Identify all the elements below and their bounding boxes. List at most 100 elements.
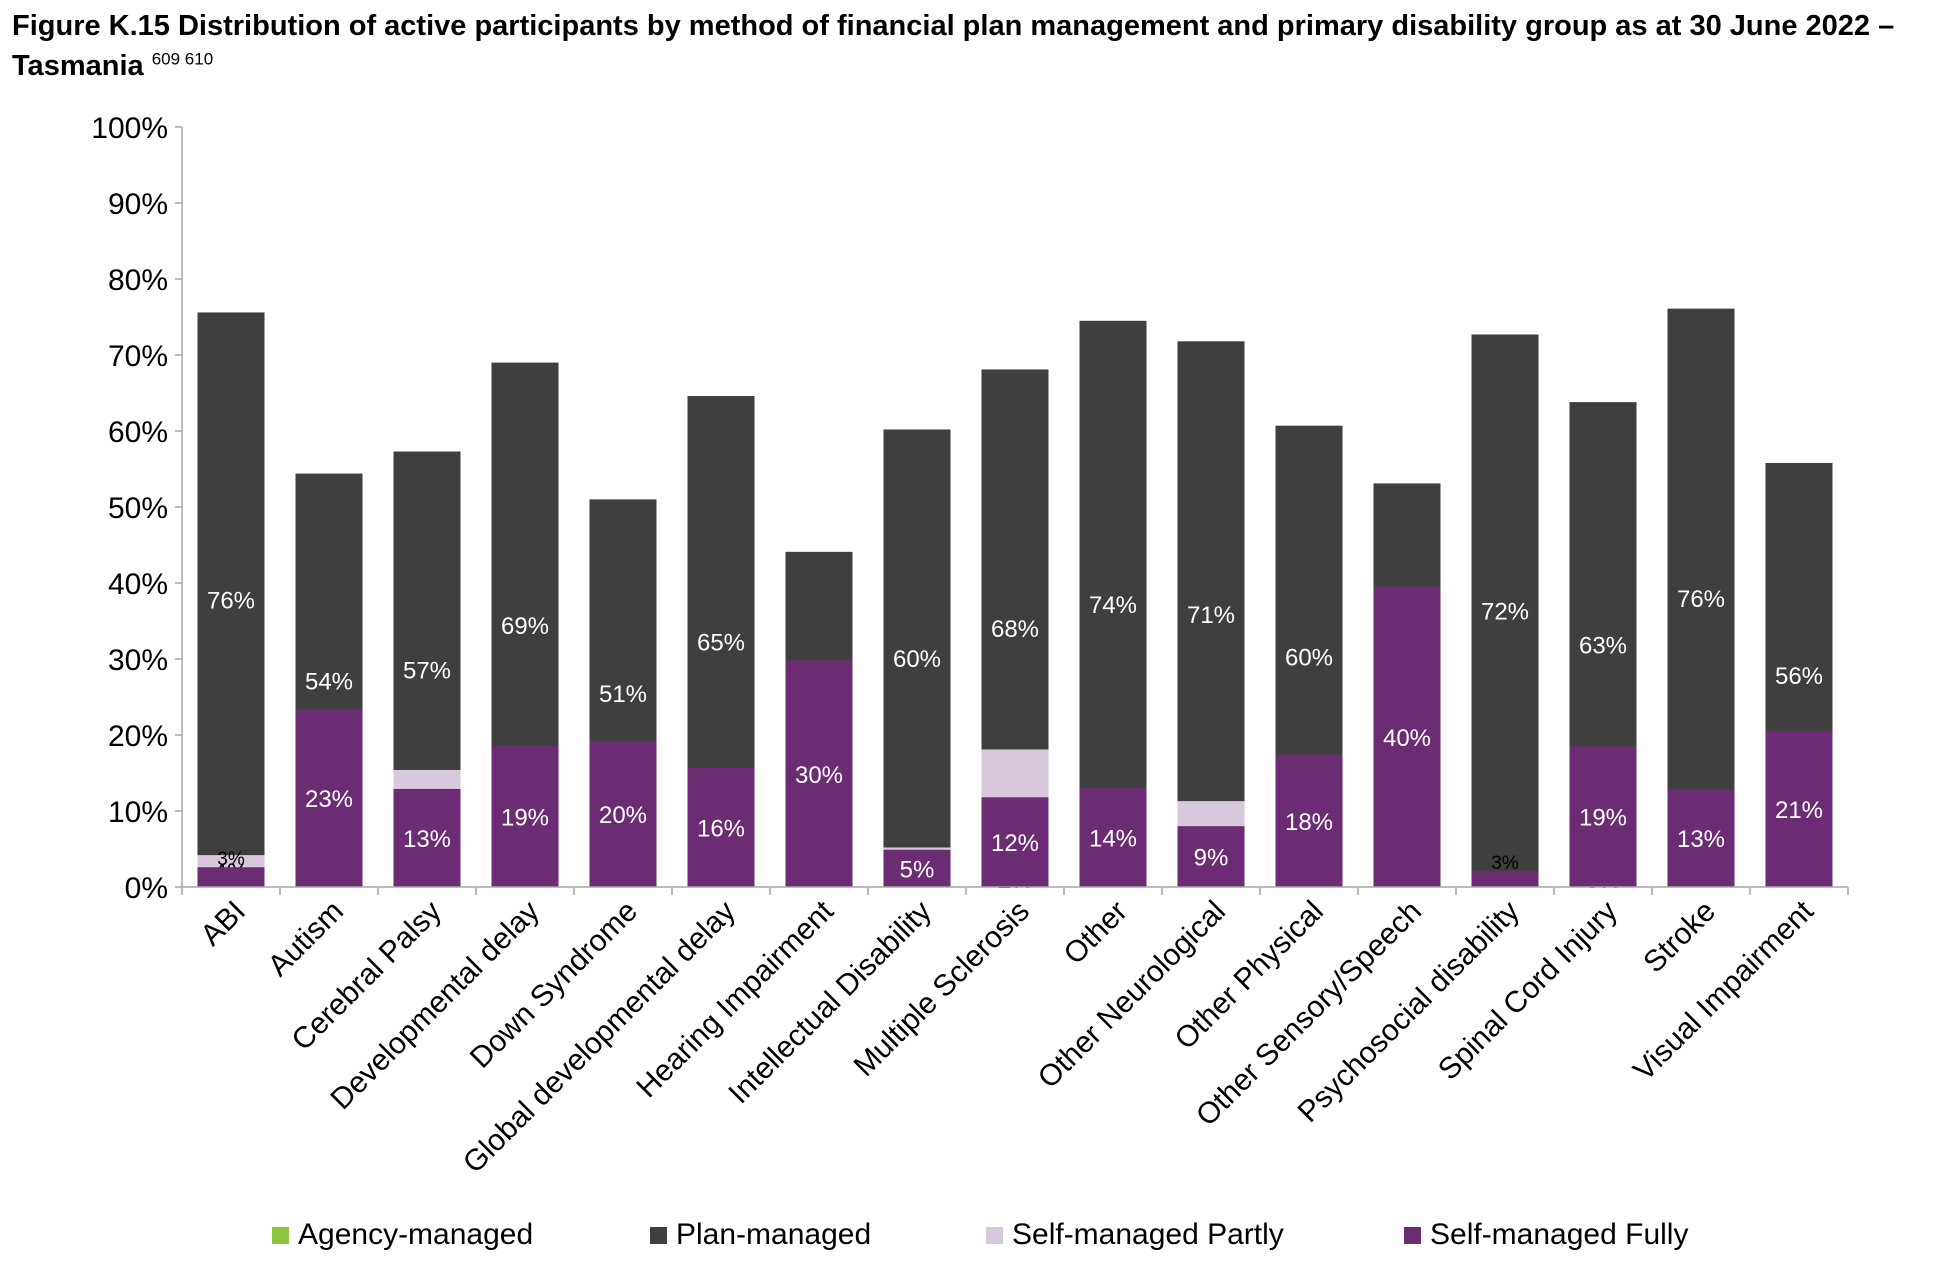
bar-segment-plan-managed	[197, 312, 265, 887]
data-label: 9%	[1194, 845, 1229, 872]
bar-group-down-syndrome: 21%51%8%20%	[589, 499, 657, 887]
x-tick-label: Stroke	[1637, 895, 1722, 980]
legend-label: Agency-managed	[298, 1218, 534, 1251]
legend-item-agency-managed: Agency-managed	[272, 1218, 533, 1252]
y-tick-label: 20%	[108, 720, 168, 753]
bar-group-intellectual-disability: 29%60%5%5%	[883, 429, 951, 887]
bar-segment-self-managed-fully	[589, 741, 657, 887]
data-label: 76%	[1677, 586, 1725, 613]
bar-segment-self-managed-fully	[1765, 731, 1833, 887]
y-tick-label: 50%	[108, 492, 168, 525]
x-tick-label: Autism	[262, 895, 350, 983]
legend-swatch	[650, 1226, 667, 1244]
bar-segment-self-managed-fully	[1177, 826, 1245, 887]
data-label: 16%	[697, 815, 745, 842]
data-label: 56%	[1775, 663, 1823, 690]
data-label: 21%	[1775, 797, 1823, 824]
bar-group-stroke: 4%76%6%13%	[1667, 308, 1735, 887]
bar-group-spinal-cord-injury: 3%63%15%19%	[1569, 402, 1637, 894]
data-label: 19%	[501, 804, 549, 831]
bar-group-visual-impairment: 10%56%14%21%	[1765, 462, 1833, 887]
bar-segment-plan-managed	[1177, 341, 1245, 887]
bar-segment-plan-managed	[1471, 334, 1539, 888]
data-label: 3%	[1491, 853, 1519, 874]
data-label: 13%	[1677, 826, 1725, 853]
legend: Agency-managed Plan-managed Self-managed P…	[0, 1218, 1954, 1258]
bar-segment-self-managed-fully	[883, 849, 951, 887]
bar-segment-self-managed-fully	[295, 709, 363, 887]
data-label: 40%	[1383, 725, 1431, 752]
y-tick-label: 60%	[108, 416, 168, 449]
data-label: 13%	[403, 826, 451, 853]
data-label: 14%	[1089, 826, 1137, 853]
bar-group-abi: 17%76%4%3%	[197, 312, 265, 887]
legend-swatch	[986, 1226, 1003, 1244]
bar-group-other-neurological: 9%71%11%9%	[1177, 341, 1245, 887]
bar-segment-plan-managed	[883, 429, 951, 887]
bar-segment-self-managed-fully	[1667, 788, 1735, 887]
y-axis: 0% 10% 20% 30% 40% 50% 60% 70% 80% 90% 100%	[91, 112, 183, 905]
y-tick-label: 90%	[108, 188, 168, 221]
bar-segment-self-managed-fully	[1569, 746, 1637, 887]
legend-swatch	[1404, 1226, 1421, 1244]
legend-label: Plan-managed	[676, 1218, 872, 1251]
bar-segment-self-managed-fully	[393, 788, 461, 887]
y-tick-label: 30%	[108, 644, 168, 677]
chart-title: Figure K.15 Distribution of active parti…	[12, 6, 1942, 86]
data-label: 5%	[900, 856, 935, 883]
data-label: 57%	[403, 657, 451, 684]
data-label: 3%	[217, 849, 245, 870]
x-tick-label: Spinal Cord Injury	[1432, 895, 1624, 1087]
bar-group-other-physical: 11%60%11%18%	[1275, 425, 1343, 887]
x-tick-label: Other Neurological	[1032, 895, 1232, 1095]
legend-item-self-managed-fully: Self-managed Fully	[1404, 1218, 1688, 1252]
x-tick-label: Visual Impairment	[1627, 894, 1820, 1087]
legend-label: Self-managed Partly	[1012, 1218, 1284, 1251]
bar-segment-self-managed-fully	[981, 797, 1049, 887]
data-label: 74%	[1089, 592, 1137, 619]
bar-segment-self-managed-fully	[197, 867, 265, 887]
x-tick-label: Other	[1058, 895, 1134, 971]
bar-group-developmental-delay: 4%69%8%19%	[491, 362, 559, 888]
bar-group-global-developmental-delay: 7%65%12%16%	[687, 396, 755, 887]
data-label: 60%	[1285, 644, 1333, 671]
x-tick-label: Multiple Sclerosis	[848, 895, 1036, 1083]
legend-label: Self-managed Fully	[1430, 1218, 1689, 1251]
data-label: 51%	[599, 681, 647, 708]
legend-swatch	[272, 1226, 289, 1244]
data-label: 63%	[1579, 633, 1627, 660]
bar-group-hearing-impairment: 21%44%5%30%	[785, 551, 853, 887]
bar-segment-self-managed-fully	[1079, 788, 1147, 887]
legend-item-self-managed-partly: Self-managed Partly	[986, 1218, 1284, 1252]
stacked-bar-chart: 0% 10% 20% 30% 40% 50% 60% 70% 80% 90% 100% 17%76%…	[91, 112, 1849, 1180]
title-footnotes: 609 610	[151, 49, 214, 69]
data-label: 76%	[207, 588, 255, 615]
bar-group-psychosocial-disability: 23%72%2%3%	[1471, 334, 1539, 889]
bar-group-other: 4%74%8%14%	[1079, 320, 1147, 887]
legend-item-plan-managed: Plan-managed	[650, 1218, 871, 1252]
data-label: 23%	[305, 786, 353, 813]
bar-segment-self-managed-fully	[785, 660, 853, 887]
y-tick-label: 40%	[108, 568, 168, 601]
bar-segment-self-managed-fully	[491, 745, 559, 887]
data-label: 30%	[795, 762, 843, 789]
data-label: 20%	[599, 802, 647, 829]
chart-title-text: Figure K.15 Distribution of active parti…	[12, 10, 1895, 82]
data-label: 69%	[501, 613, 549, 640]
data-label: 71%	[1187, 602, 1235, 629]
data-label: 19%	[1579, 805, 1627, 832]
x-tick-label: Down Syndrome	[464, 895, 644, 1075]
bar-group-other-sensory-speech: 5%53%3%40%	[1373, 483, 1441, 887]
bar-group-cerebral-palsy: 14%57%15%13%	[393, 451, 461, 887]
data-label: 12%	[991, 830, 1039, 857]
data-label: 60%	[893, 646, 941, 673]
y-tick-label: 100%	[91, 112, 168, 145]
x-tick-label: ABI	[194, 895, 252, 953]
bars: 17%76%4%3%14%54%9%23%14%57%15%13%4%69%8%…	[197, 308, 1833, 894]
bar-segment-self-managed-fully	[1275, 754, 1343, 887]
data-label: 68%	[991, 616, 1039, 643]
data-label: 54%	[305, 668, 353, 695]
bar-group-autism: 14%54%9%23%	[295, 473, 363, 887]
data-label: 65%	[697, 630, 745, 657]
